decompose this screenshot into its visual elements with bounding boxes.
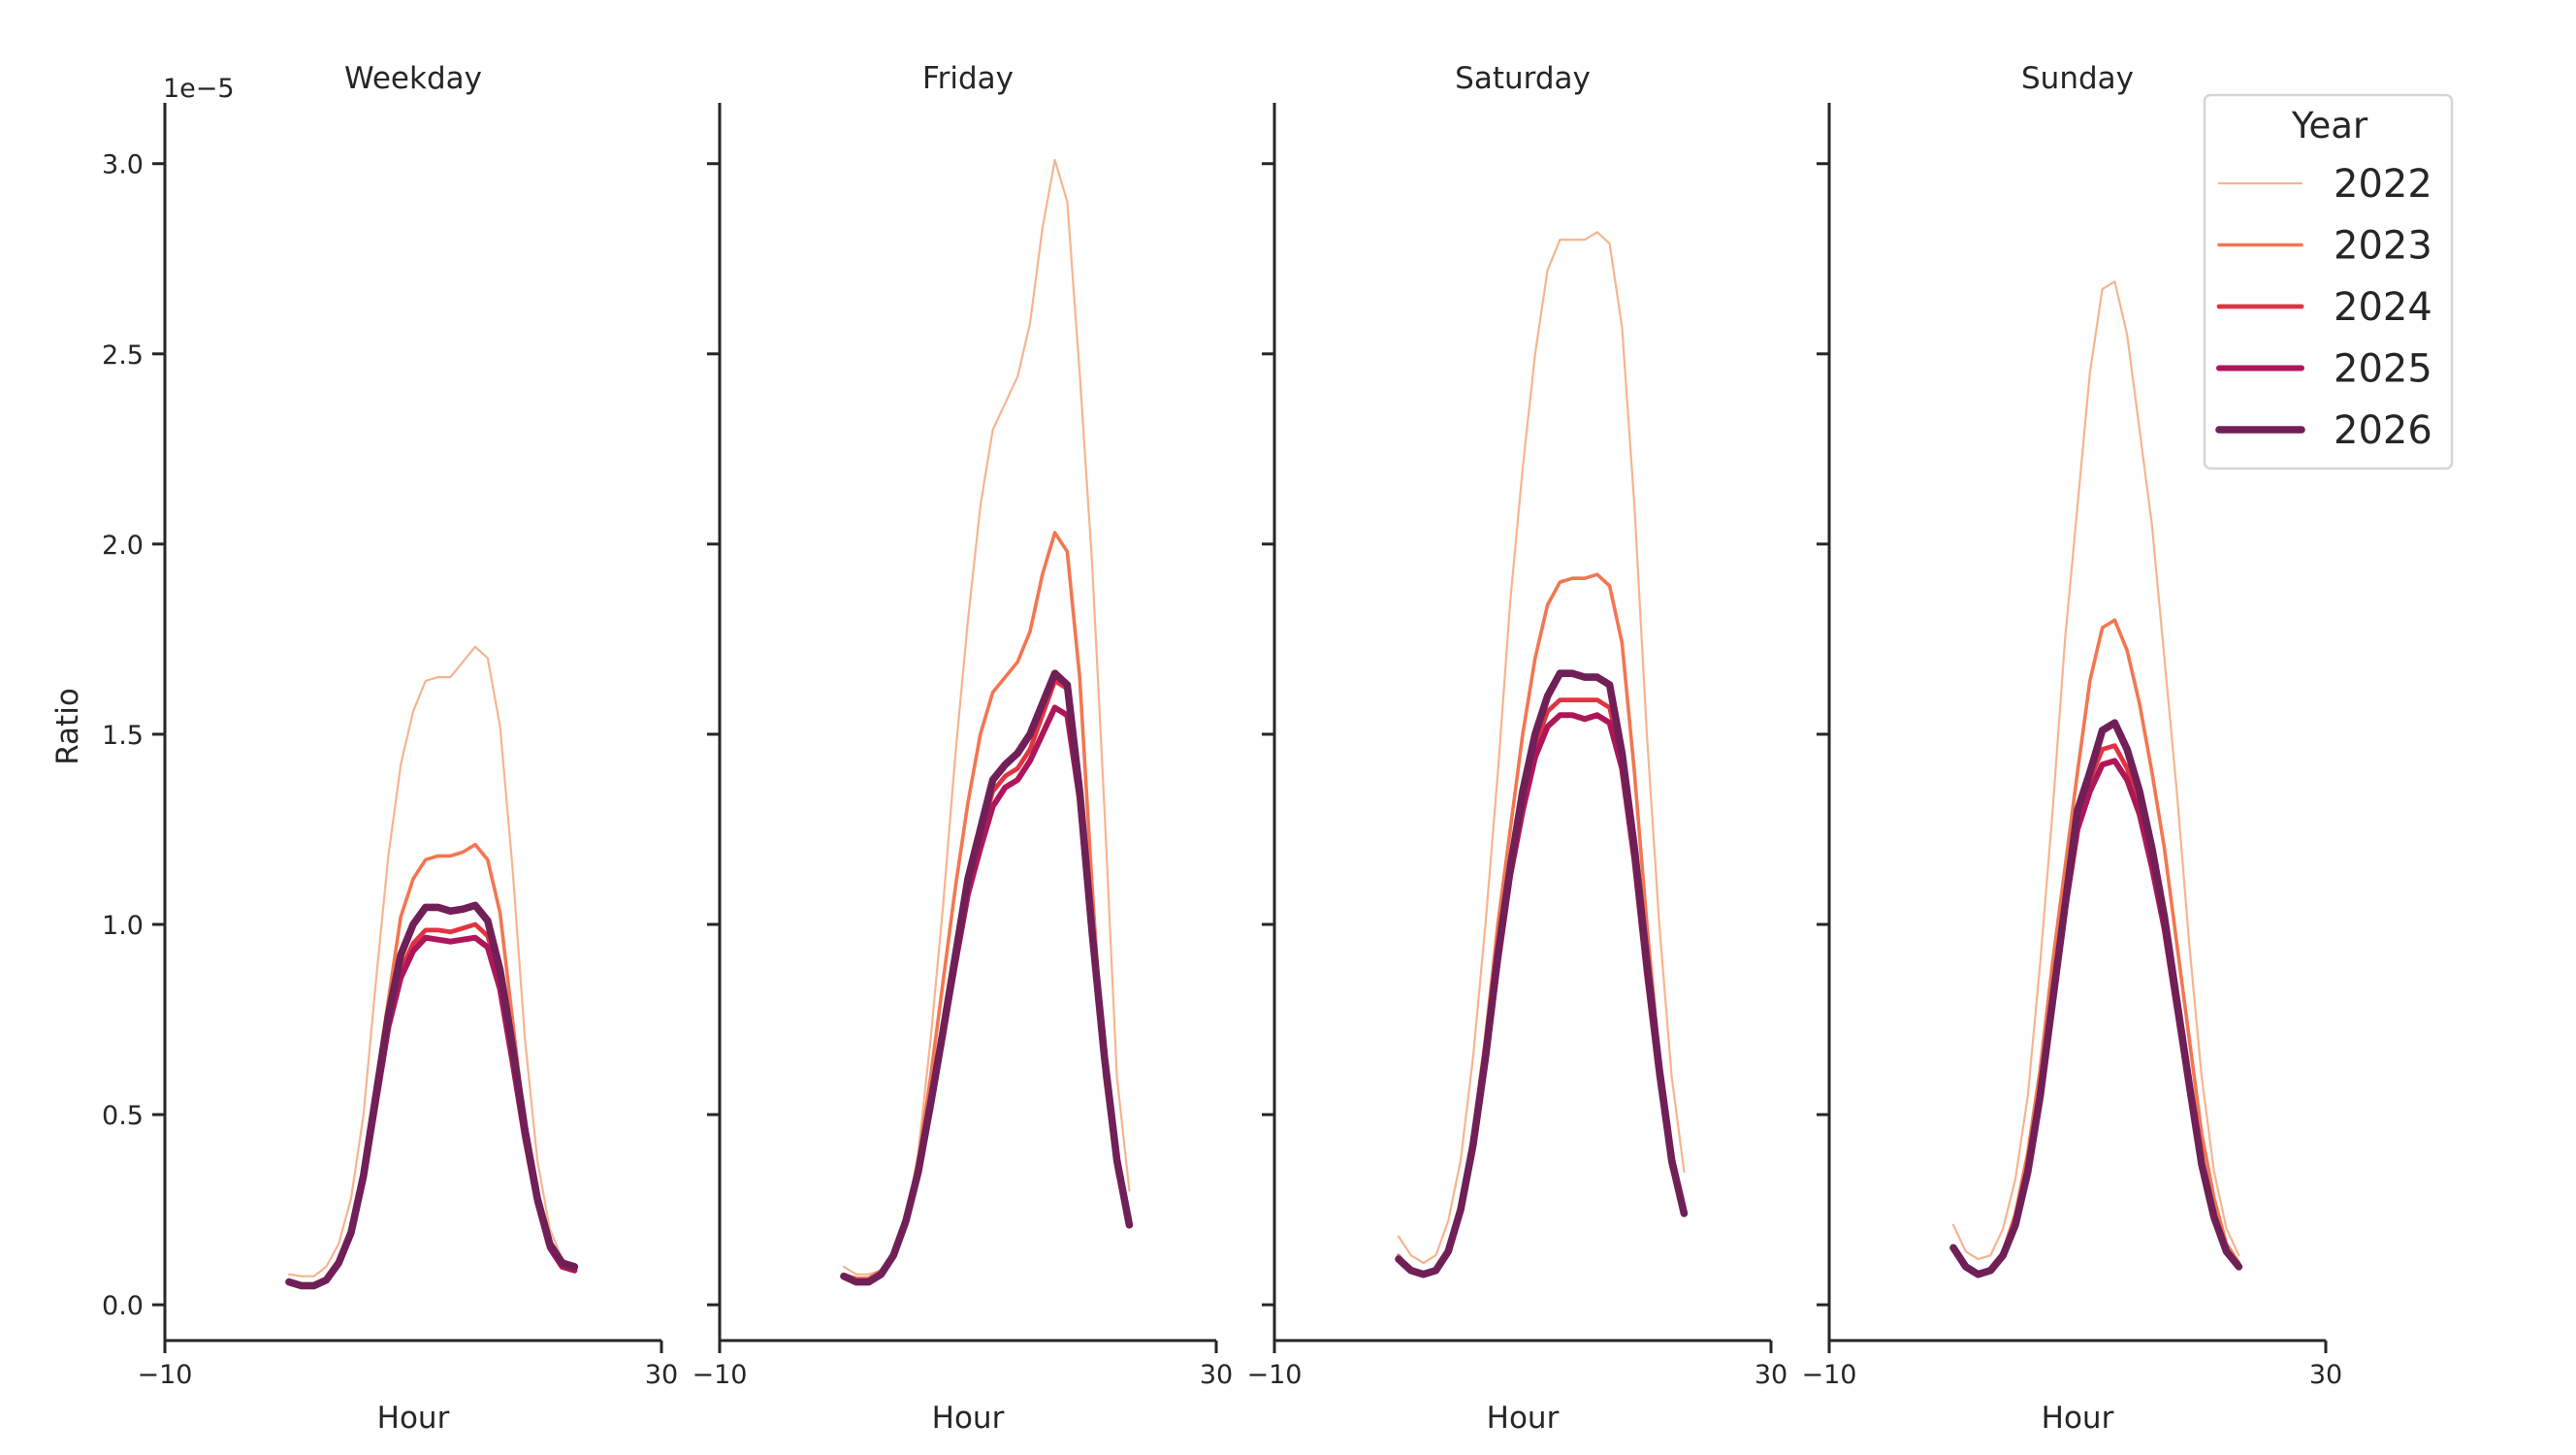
y-tick-label: 3.0 [102, 150, 144, 180]
legend-label: 2026 [2334, 408, 2432, 453]
series-line-2026 [285, 901, 579, 1290]
x-tick-label: 30 [2309, 1360, 2342, 1390]
series-line-2022 [1951, 280, 2240, 1261]
x-axis-label: Hour [2042, 1401, 2114, 1436]
y-tick-label: 0.5 [102, 1101, 144, 1131]
x-axis-label: Hour [1487, 1401, 1560, 1436]
panel-title: Weekday [344, 61, 482, 96]
legend-frame [2203, 93, 2454, 470]
series-line-2024 [1396, 697, 1687, 1277]
legend-title: Year [2291, 105, 2368, 146]
panel-title: Sunday [2021, 61, 2134, 96]
legend: Year 2022 2023 2024 2025 2026 [2203, 93, 2454, 470]
x-tick-label: 30 [1755, 1360, 1787, 1390]
legend-item-2026: 2026 [2215, 408, 2432, 453]
x-tick-label: −10 [138, 1360, 193, 1390]
panel-weekday: Weekday 0.0 0.5 1.0 1.5 2.0 2.5 3.0 −10 30 Hour [102, 61, 678, 1436]
series-line-2022 [287, 645, 576, 1277]
legend-item-2023: 2023 [2217, 224, 2432, 269]
panel-friday: Friday −10 30 Hour [692, 61, 1234, 1436]
legend-item-2022: 2022 [2217, 162, 2432, 207]
y-offset-label: 1e−5 [163, 74, 235, 104]
legend-items: 2022 2023 2024 2025 2026 [2215, 162, 2432, 453]
y-axis-label: Ratio [50, 688, 85, 765]
panel-title: Saturday [1455, 61, 1591, 96]
series-line-2026 [840, 669, 1134, 1286]
series-line-2026 [1949, 719, 2243, 1278]
series-line-2025 [1396, 712, 1688, 1277]
panel-title: Friday [922, 61, 1014, 96]
y-tick-label: 2.5 [102, 340, 144, 371]
panel-saturday: Saturday −10 30 Hour [1247, 61, 1788, 1436]
series-line-2022 [1397, 231, 1686, 1265]
x-tick-label: −10 [1247, 1360, 1303, 1390]
x-tick-label: 30 [645, 1360, 678, 1390]
legend-label: 2025 [2334, 347, 2432, 392]
x-tick-label: −10 [692, 1360, 748, 1390]
y-tick-label: 0.0 [102, 1291, 144, 1321]
legend-label: 2022 [2334, 162, 2432, 207]
y-tick-label: 1.0 [102, 911, 144, 941]
legend-label: 2024 [2334, 285, 2432, 330]
y-tick-label: 2.0 [102, 531, 144, 561]
y-tick-label: 1.5 [102, 721, 144, 751]
series-line-2026 [1395, 669, 1689, 1278]
x-axis-label: Hour [377, 1401, 450, 1436]
x-axis-label: Hour [932, 1401, 1005, 1436]
panel-sunday: Sunday −10 30 Hour [1802, 61, 2343, 1436]
x-tick-label: 30 [1200, 1360, 1233, 1390]
legend-item-2024: 2024 [2216, 285, 2432, 330]
x-tick-label: −10 [1802, 1360, 1857, 1390]
legend-item-2025: 2025 [2216, 347, 2432, 392]
legend-label: 2023 [2334, 224, 2432, 269]
series-line-2023 [1951, 618, 2241, 1277]
